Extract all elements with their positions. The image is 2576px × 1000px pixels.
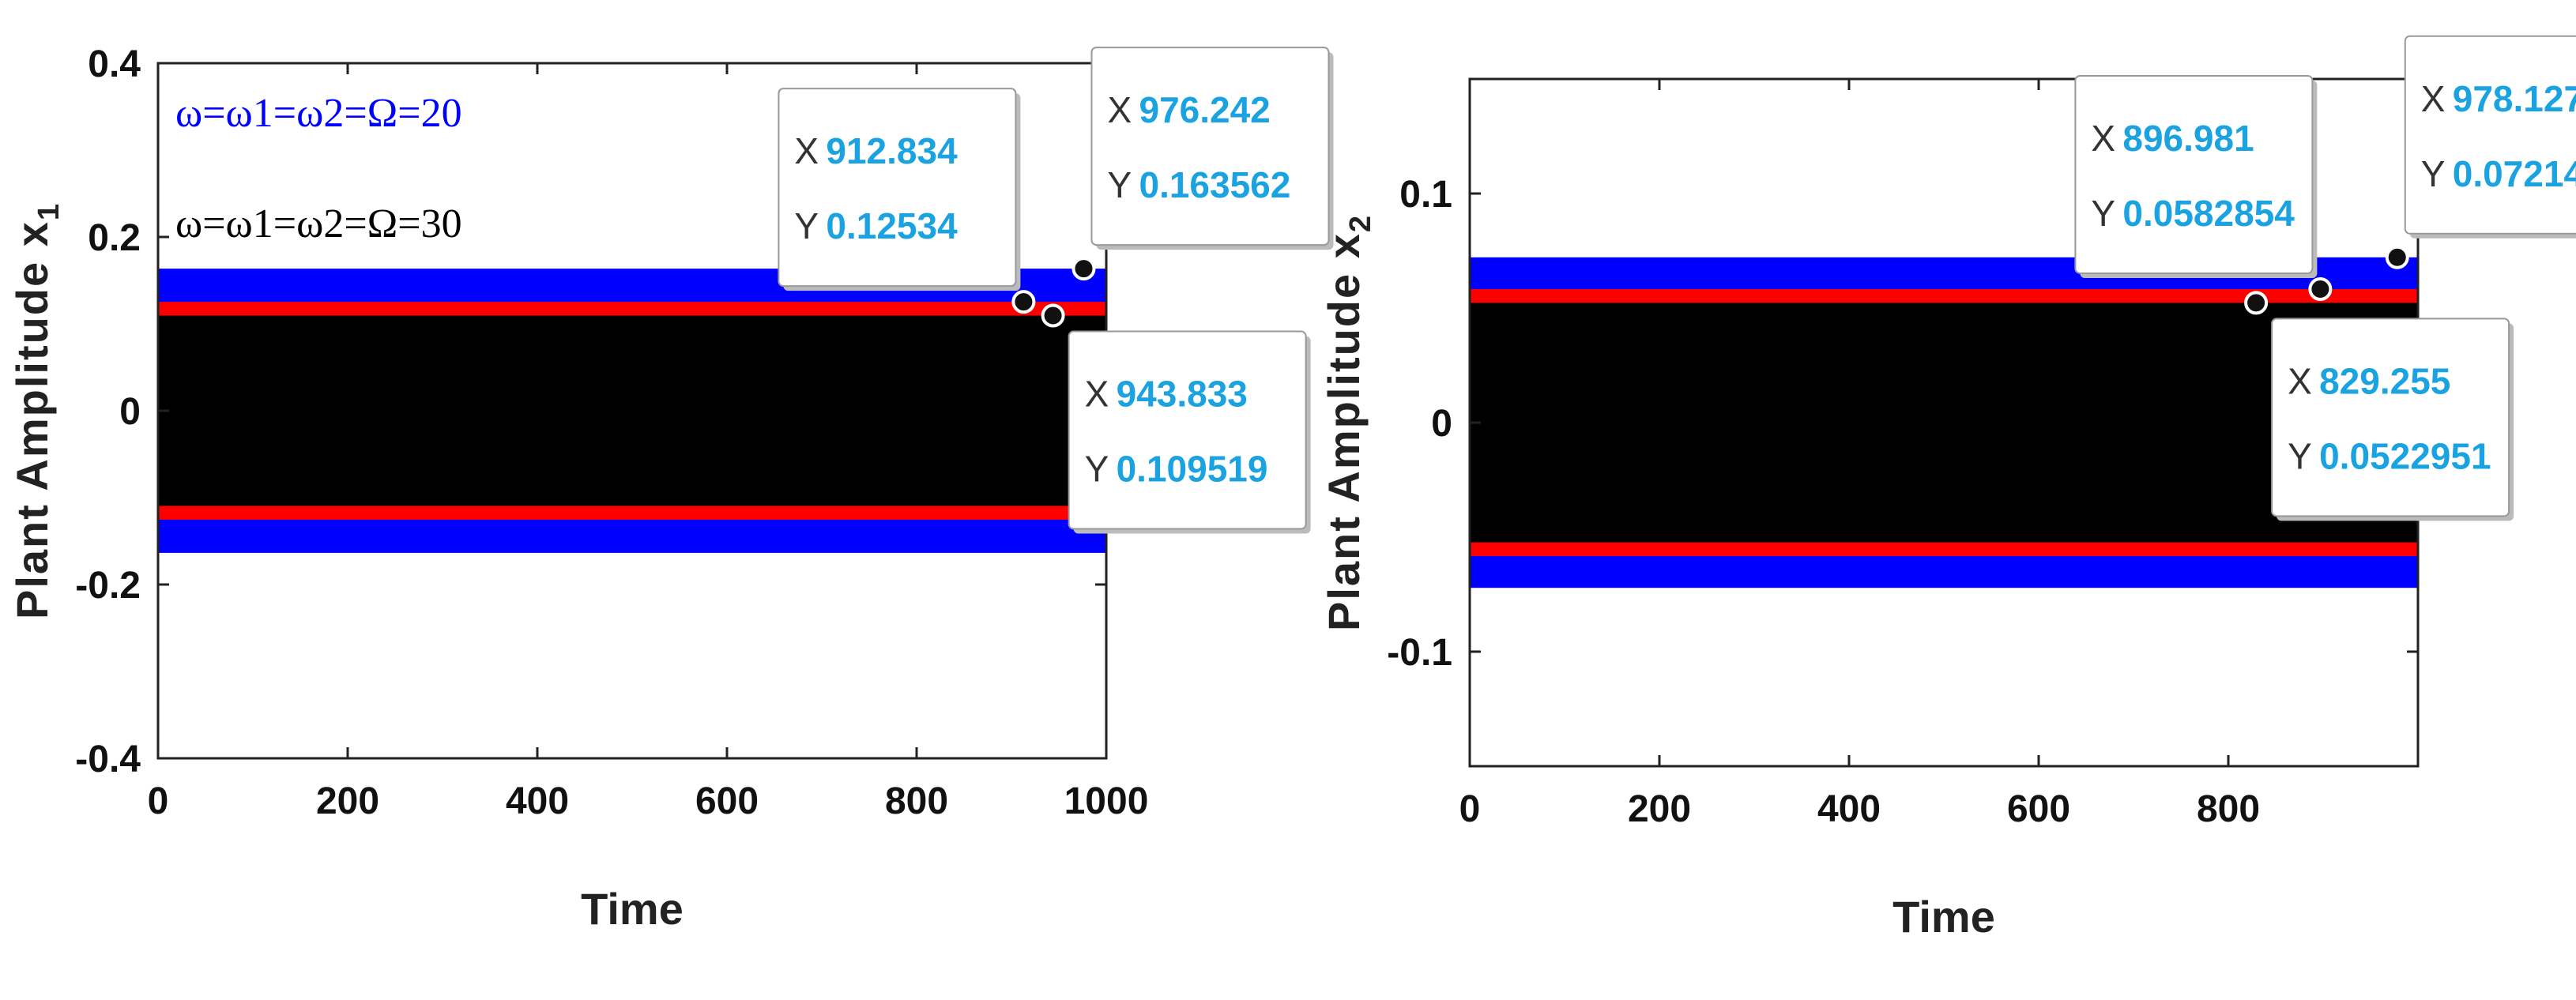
datatip-marker [1011,290,1036,314]
y-axis-label: Plant Amplitude x2 [1319,214,1377,631]
legend-entry-1: ω=ω1=ω2=Ω=30 [175,201,462,246]
datatip-x-key: X [2288,360,2312,401]
datatip-box [1068,330,1307,530]
datatip-x-value: 896.981 [2122,118,2254,159]
datatip-x-value: 943.833 [1117,374,1248,415]
datatip-y-key: Y [2421,153,2446,194]
datatip-y-key: Y [2288,435,2312,476]
datatip-box [2404,35,2576,235]
datatip-y-value: 0.163562 [1139,164,1290,205]
datatip-y-value: 0.0522951 [2319,435,2491,476]
y-axis-label-subscript: 1 [32,202,66,220]
x-tick-label: 600 [2007,788,2070,830]
x-tick-label: 0 [1459,788,1481,830]
datatip-marker [1071,257,1096,281]
datatip-box [1090,47,1330,246]
datatip-y-key: Y [1085,449,1109,490]
y-tick-label: -0.1 [1387,632,1452,674]
right-plot-panel: 0 200 400 600 800 -0.1 0 0.1 Time Plant Amplitude… [1319,35,2576,942]
y-tick-label: 0.1 [1399,174,1452,216]
x-tick-label: 1000 [1064,780,1149,822]
datatip-x-key: X [794,130,819,171]
datatip-y-value: 0.109519 [1117,449,1268,490]
datatip-y-value: 0.12534 [826,205,958,246]
y-tick-label: 0.2 [88,217,141,259]
x-axis-label: Time [1892,892,1995,942]
x-tick-label: 400 [506,780,569,822]
datatip-y-value: 0.0721485 [2453,153,2576,194]
y-tick-label: -0.4 [75,739,141,780]
datatip-marker [2385,245,2409,269]
y-tick-label: 0 [119,391,141,433]
x-tick-label: 400 [1817,788,1881,830]
series-band-2 [1470,303,2418,543]
datatip-x-key: X [2091,118,2115,159]
datatip-x-value: 912.834 [826,130,958,171]
y-tick-label: -0.2 [75,565,141,607]
y-axis-label: Plant Amplitude x1 [7,202,66,619]
datatip-y-key: Y [2091,193,2115,234]
x-tick-label: 800 [2197,788,2260,830]
datatip-marker [2244,291,2269,315]
datatip-marker [2308,276,2333,301]
x-axis-label: Time [581,884,684,934]
y-axis-label-main: Plant Amplitude x [1319,232,1369,631]
left-plot-panel: 0 200 400 600 800 1000 -0.4 -0.2 0 0.2 0.4 Time Plan… [7,43,1334,934]
datatip-x-key: X [1085,374,1109,415]
datatip-y-value: 0.0582854 [2122,193,2295,234]
datatip-x-value: 829.255 [2319,360,2450,401]
x-tick-label: 600 [695,780,759,822]
datatip-y-key: Y [1107,164,1132,205]
datatip-y-key: Y [794,205,819,246]
datatip-x-key: X [2421,78,2446,119]
datatip-box [778,88,1017,288]
y-tick-label: 0 [1431,403,1452,445]
datatip-x-value: 978.127 [2453,78,2576,119]
x-tick-label: 200 [1628,788,1691,830]
legend-entry-0: ω=ω1=ω2=Ω=20 [175,91,462,136]
y-tick-label: 0.4 [88,43,141,85]
x-tick-label: 200 [316,780,379,822]
datatip-box [2271,318,2510,517]
datatip-marker [1041,303,1065,328]
datatip-x-key: X [1107,89,1132,130]
datatip-box [2074,74,2314,274]
y-axis-label-subscript: 2 [1344,214,1377,232]
x-tick-label: 0 [148,780,169,822]
x-tick-label: 800 [885,780,948,822]
datatip-x-value: 976.242 [1139,89,1270,130]
series-band-2 [158,315,1106,506]
y-axis-label-main: Plant Amplitude x [7,220,57,619]
